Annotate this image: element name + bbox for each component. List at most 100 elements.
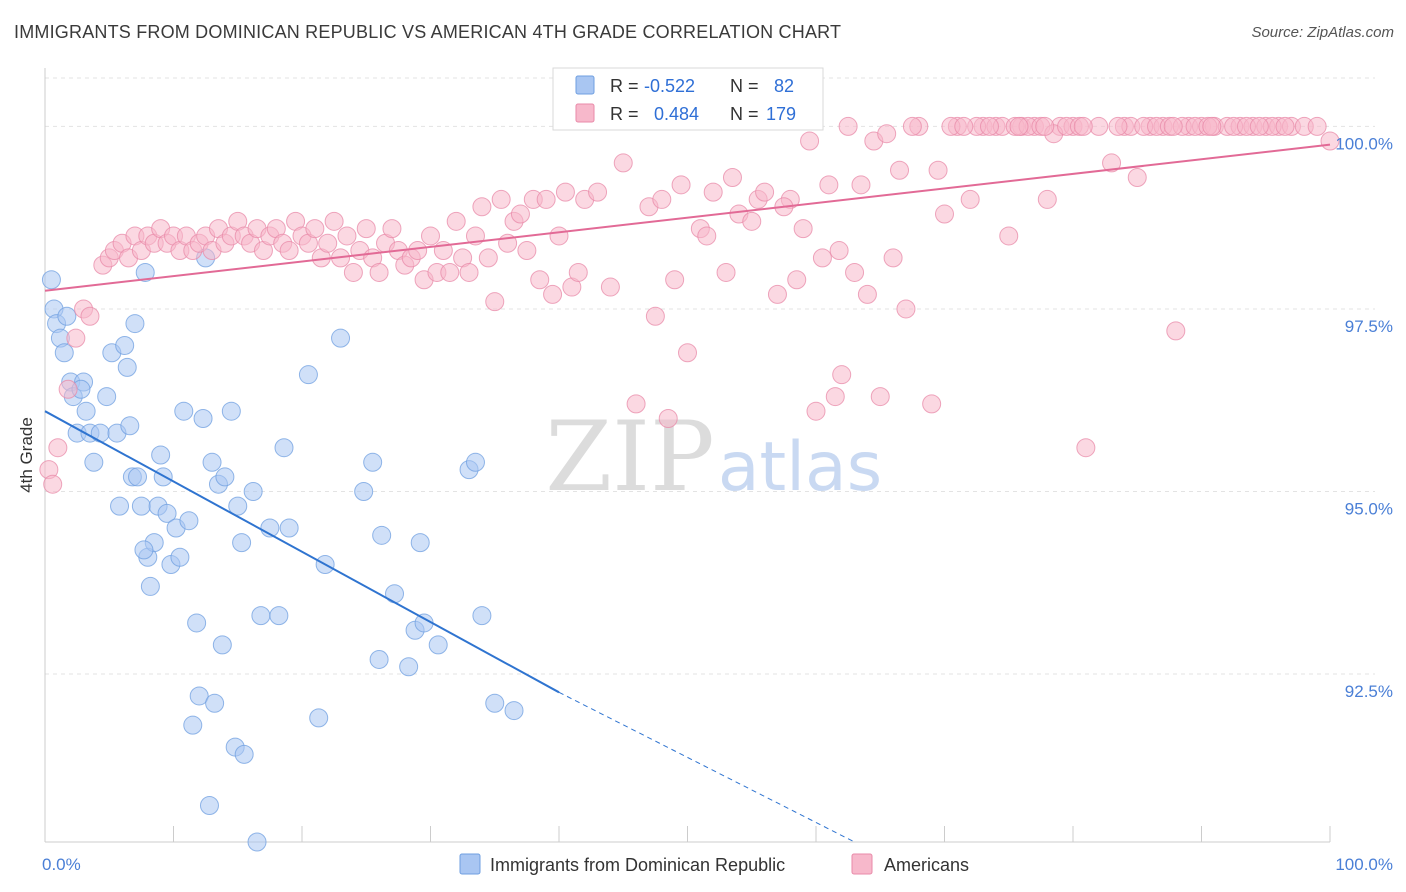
point-americans (877, 124, 897, 144)
point-dominican-republic (183, 715, 203, 735)
point-americans (838, 116, 858, 136)
point-dominican-republic (221, 401, 241, 421)
point-americans (491, 189, 511, 209)
point-americans (446, 211, 466, 231)
point-americans (613, 153, 633, 173)
point-americans (279, 241, 299, 261)
bottom-legend-swatch-pink (851, 853, 873, 875)
point-dominican-republic (410, 533, 430, 553)
point-dominican-republic (205, 693, 225, 713)
legend-n-label-1: N = (730, 76, 759, 96)
point-dominican-republic (298, 365, 318, 385)
point-americans (1073, 116, 1093, 136)
point-dominican-republic (465, 452, 485, 472)
data-points (39, 116, 1340, 852)
point-dominican-republic (309, 708, 329, 728)
point-americans (658, 408, 678, 428)
point-americans (485, 292, 505, 312)
legend-r-label-2: R = (610, 104, 639, 124)
x-tick-label: 100.0% (1335, 855, 1393, 874)
point-dominican-republic (274, 438, 294, 458)
point-americans (555, 182, 575, 202)
watermark-zip: ZIP (545, 401, 714, 513)
point-dominican-republic (117, 357, 137, 377)
point-americans (478, 248, 498, 268)
point-americans (305, 219, 325, 239)
point-americans (588, 182, 608, 202)
y-tick-label: 100.0% (1335, 134, 1393, 153)
point-dominican-republic (228, 496, 248, 516)
point-dominican-republic (202, 452, 222, 472)
point-dominican-republic (189, 686, 209, 706)
point-dominican-republic (115, 335, 135, 355)
point-dominican-republic (54, 343, 74, 363)
legend-r-value-2: 0.484 (654, 104, 699, 124)
point-americans (356, 219, 376, 239)
point-americans (1009, 116, 1029, 136)
point-americans (549, 226, 569, 246)
point-americans (890, 160, 910, 180)
point-americans (517, 241, 537, 261)
point-americans (318, 233, 338, 253)
point-americans (1127, 168, 1147, 188)
legend-r-value-1: -0.522 (644, 76, 695, 96)
point-dominican-republic (157, 503, 177, 523)
point-dominican-republic (97, 387, 117, 407)
point-americans (825, 387, 845, 407)
point-americans (755, 182, 775, 202)
point-dominican-republic (125, 314, 145, 334)
point-dominican-republic (331, 328, 351, 348)
point-americans (999, 226, 1019, 246)
point-dominican-republic (110, 496, 130, 516)
point-americans (716, 262, 736, 282)
point-americans (800, 131, 820, 151)
point-americans (568, 262, 588, 282)
trend-lines (44, 143, 1331, 843)
x-tick-label: 0.0% (42, 855, 81, 874)
point-americans (767, 284, 787, 304)
point-americans (883, 248, 903, 268)
point-americans (678, 343, 697, 363)
point-dominican-republic (247, 832, 267, 852)
point-americans (472, 197, 492, 217)
point-americans (459, 262, 479, 282)
point-dominican-republic (251, 606, 271, 626)
bottom-legend: Immigrants from Dominican Republic Ameri… (459, 853, 969, 875)
y-tick-label: 97.5% (1345, 317, 1393, 336)
point-americans (902, 116, 922, 136)
point-dominican-republic (279, 518, 299, 538)
bottom-legend-swatch-blue (459, 853, 481, 875)
point-dominican-republic (170, 547, 190, 567)
point-americans (652, 189, 672, 209)
point-dominican-republic (363, 452, 383, 472)
point-americans (58, 379, 78, 399)
point-americans (1108, 116, 1128, 136)
point-americans (1202, 116, 1222, 136)
point-americans (935, 204, 954, 224)
point-americans (851, 175, 871, 195)
point-americans (742, 211, 762, 231)
point-americans (645, 306, 665, 326)
point-americans (1166, 321, 1186, 341)
point-dominican-republic (151, 445, 171, 465)
point-dominican-republic (41, 270, 61, 290)
y-axis-label: 4th Grade (17, 417, 36, 493)
chart-title: IMMIGRANTS FROM DOMINICAN REPUBLIC VS AM… (14, 22, 842, 42)
point-americans (857, 284, 877, 304)
point-americans (440, 262, 460, 282)
point-americans (870, 387, 890, 407)
point-americans (812, 248, 832, 268)
point-americans (845, 262, 865, 282)
point-americans (48, 438, 68, 458)
point-dominican-republic (187, 613, 207, 633)
point-dominican-republic (131, 496, 151, 516)
point-dominican-republic (134, 540, 154, 560)
point-americans (793, 219, 813, 239)
trend-line-americans (44, 143, 1331, 292)
point-dominican-republic (372, 525, 392, 545)
y-tick-label: 95.0% (1345, 500, 1393, 519)
point-dominican-republic (504, 701, 524, 721)
point-americans (66, 328, 86, 348)
bottom-legend-label-blue: Immigrants from Dominican Republic (490, 855, 785, 875)
point-americans (1102, 153, 1122, 173)
